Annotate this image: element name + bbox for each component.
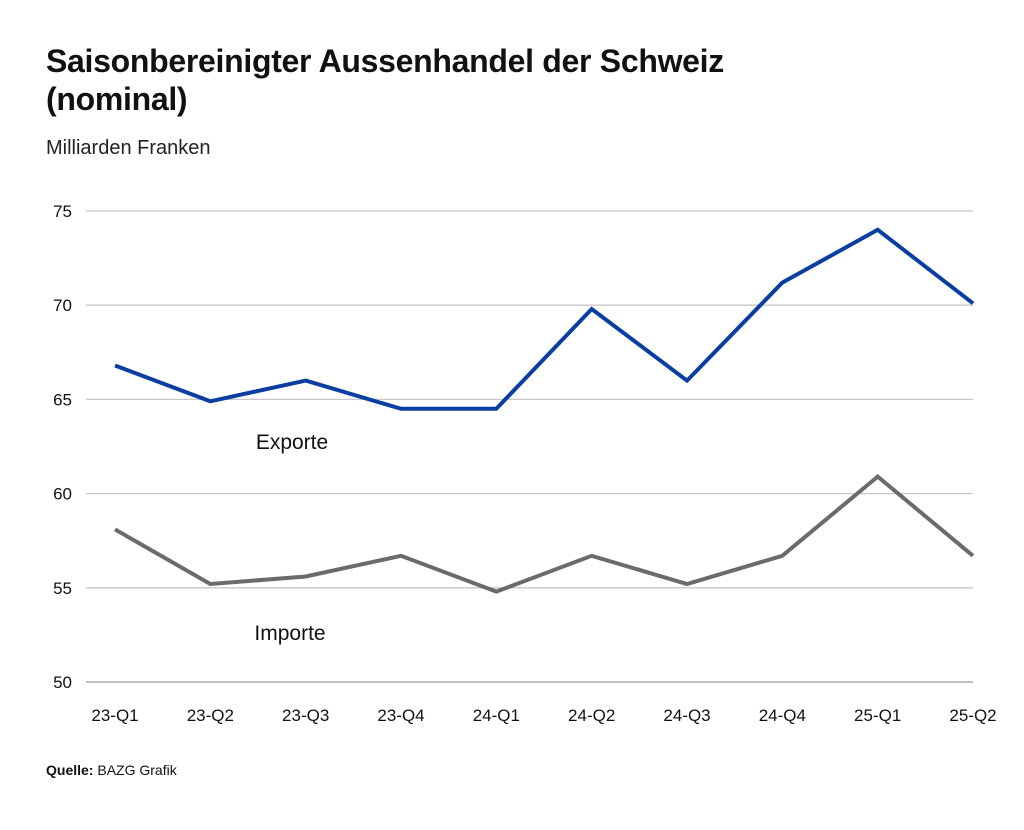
series-layer <box>114 227 975 594</box>
x-tick-label: 23-Q1 <box>91 706 138 725</box>
y-tick-label: 75 <box>53 202 72 221</box>
y-tick-label: 65 <box>53 390 72 409</box>
source-note: Quelle: BAZG Grafik <box>46 762 177 778</box>
y-axis: 50 55 60 65 70 75 <box>53 202 72 692</box>
source-text: BAZG Grafik <box>97 762 177 778</box>
series-line-exporte <box>114 227 975 411</box>
chart-subtitle: Milliarden Franken <box>46 137 211 159</box>
x-tick-label: 24-Q1 <box>473 706 520 725</box>
x-tick-label: 25-Q2 <box>949 706 996 725</box>
series-line-importe <box>114 474 975 594</box>
y-tick-label: 60 <box>53 485 72 504</box>
x-tick-label: 25-Q1 <box>854 706 901 725</box>
x-tick-label: 24-Q3 <box>663 706 710 725</box>
x-tick-label: 23-Q2 <box>187 706 234 725</box>
y-tick-label: 70 <box>53 296 72 315</box>
y-tick-label: 50 <box>53 673 72 692</box>
series-label-exporte: Exporte <box>256 431 328 454</box>
x-axis: 23-Q1 23-Q2 23-Q3 23-Q4 24-Q1 24-Q2 24-Q3 24-Q4… <box>91 706 996 725</box>
x-tick-label: 24-Q2 <box>568 706 615 725</box>
source-label: Quelle: <box>46 762 94 778</box>
series-labels: Exporte Importe <box>254 431 328 645</box>
y-tick-label: 55 <box>53 579 72 598</box>
x-tick-label: 23-Q4 <box>377 706 424 725</box>
chart-title: Saisonbereinigter Aussenhandel der Schwe… <box>46 43 724 117</box>
x-tick-label: 24-Q4 <box>759 706 806 725</box>
series-label-importe: Importe <box>254 622 325 645</box>
grid-layer <box>86 210 973 683</box>
x-tick-label: 23-Q3 <box>282 706 329 725</box>
